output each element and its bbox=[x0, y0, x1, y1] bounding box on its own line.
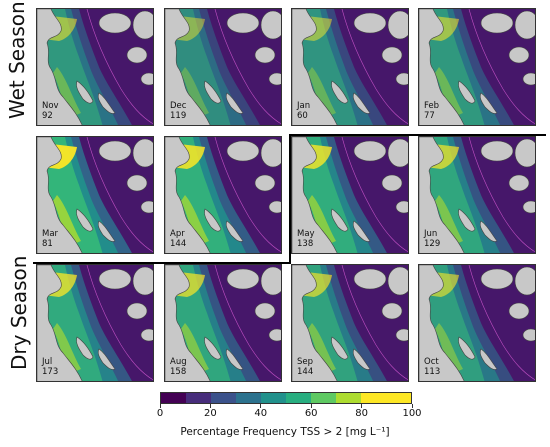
panel-label: Dec 119 bbox=[170, 101, 186, 121]
map-svg bbox=[37, 137, 153, 253]
season-separator-right bbox=[290, 134, 546, 136]
map-svg bbox=[419, 265, 535, 381]
season-separator-vertical bbox=[289, 134, 291, 264]
panel-month: Oct bbox=[424, 357, 439, 367]
panel-month: May bbox=[297, 229, 315, 239]
panel-label: Jun 129 bbox=[424, 229, 440, 249]
panel-count: 113 bbox=[424, 367, 441, 377]
map-panel-jun: Jun 129 bbox=[418, 136, 536, 254]
map-svg bbox=[37, 265, 153, 381]
colorbar-title: Percentage Frequency TSS > 2 [mg L⁻¹] bbox=[180, 426, 390, 438]
panel-count: 77 bbox=[424, 111, 435, 121]
panel-month: Jan bbox=[297, 101, 311, 111]
panel-label: Nov 92 bbox=[42, 101, 59, 121]
colorbar bbox=[160, 392, 412, 404]
colorbar-tick bbox=[159, 404, 161, 408]
panel-label: Feb 77 bbox=[424, 101, 439, 121]
map-svg bbox=[292, 137, 408, 253]
panel-label: Aug 158 bbox=[170, 357, 187, 377]
map-panel-jan: Jan 60 bbox=[291, 8, 409, 126]
map-panel-may: May 138 bbox=[291, 136, 409, 254]
colorbar-tick bbox=[209, 404, 211, 408]
map-svg bbox=[165, 265, 281, 381]
panel-month: Jul bbox=[42, 357, 53, 367]
colorbar-tick-label: 40 bbox=[254, 408, 268, 419]
panel-count: 173 bbox=[42, 367, 59, 377]
map-svg bbox=[165, 137, 281, 253]
map-svg bbox=[292, 9, 408, 125]
colorbar-segment bbox=[311, 393, 336, 403]
map-panel-oct: Oct 113 bbox=[418, 264, 536, 382]
panel-count: 138 bbox=[297, 239, 314, 249]
panel-count: 119 bbox=[170, 111, 187, 121]
map-panel-aug: Aug 158 bbox=[164, 264, 282, 382]
panel-month: Mar bbox=[42, 229, 59, 239]
map-panel-nov: Nov 92 bbox=[36, 8, 154, 126]
colorbar-segment bbox=[211, 393, 236, 403]
colorbar-tick-label: 100 bbox=[402, 408, 422, 419]
panel-month: Nov bbox=[42, 101, 59, 111]
panel-label: May 138 bbox=[297, 229, 315, 249]
panel-count: 158 bbox=[170, 367, 187, 377]
panel-count: 144 bbox=[170, 239, 187, 249]
panel-count: 60 bbox=[297, 111, 308, 121]
panel-count: 92 bbox=[42, 111, 53, 121]
colorbar-segment bbox=[286, 393, 311, 403]
colorbar-segment bbox=[186, 393, 211, 403]
colorbar-tick bbox=[361, 404, 363, 408]
panel-month: Aug bbox=[170, 357, 187, 367]
map-svg bbox=[419, 137, 535, 253]
colorbar-segment bbox=[236, 393, 261, 403]
map-svg bbox=[37, 9, 153, 125]
panel-label: Mar 81 bbox=[42, 229, 58, 249]
panel-label: Sep 144 bbox=[297, 357, 313, 377]
panel-month: Apr bbox=[170, 229, 185, 239]
wet-season-label: Wet Season bbox=[5, 1, 29, 119]
colorbar-segment bbox=[361, 393, 386, 403]
map-svg bbox=[292, 265, 408, 381]
panel-label: Apr 144 bbox=[170, 229, 186, 249]
map-panel-jul: Jul 173 bbox=[36, 264, 154, 382]
colorbar-segment bbox=[386, 393, 411, 403]
colorbar-tick bbox=[260, 404, 262, 408]
panel-month: Dec bbox=[170, 101, 187, 111]
panel-count: 129 bbox=[424, 239, 441, 249]
colorbar-segment bbox=[161, 393, 186, 403]
colorbar-segment bbox=[261, 393, 286, 403]
panel-month: Sep bbox=[297, 357, 314, 367]
panel-month: Feb bbox=[424, 101, 440, 111]
map-panel-sep: Sep 144 bbox=[291, 264, 409, 382]
colorbar-tick-label: 20 bbox=[204, 408, 217, 419]
map-panel-dec: Dec 119 bbox=[164, 8, 282, 126]
panel-label: Jan 60 bbox=[297, 101, 310, 121]
map-panel-feb: Feb 77 bbox=[418, 8, 536, 126]
panel-month: Jun bbox=[424, 229, 438, 239]
panel-label: Oct 113 bbox=[424, 357, 440, 377]
map-panel-mar: Mar 81 bbox=[36, 136, 154, 254]
colorbar-tick-label: 0 bbox=[156, 408, 164, 419]
map-svg bbox=[165, 9, 281, 125]
map-panel-apr: Apr 144 bbox=[164, 136, 282, 254]
panel-count: 81 bbox=[42, 239, 53, 249]
season-separator-left bbox=[33, 262, 290, 264]
colorbar-tick bbox=[411, 404, 413, 408]
colorbar-segment bbox=[336, 393, 361, 403]
panel-count: 144 bbox=[297, 367, 314, 377]
map-svg bbox=[419, 9, 535, 125]
panel-label: Jul 173 bbox=[42, 357, 58, 377]
colorbar-tick-label: 60 bbox=[304, 408, 318, 419]
colorbar-tick bbox=[310, 404, 312, 408]
dry-season-label: Dry Season bbox=[7, 255, 31, 370]
colorbar-tick-label: 80 bbox=[355, 408, 368, 419]
